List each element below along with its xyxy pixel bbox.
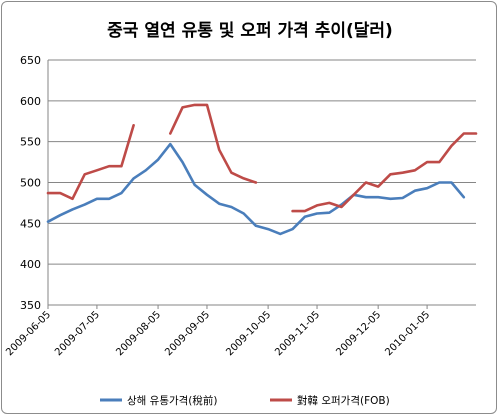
y-tick-label: 400 xyxy=(20,258,41,271)
axes xyxy=(47,60,476,306)
x-tick-label: 2009-11-05 xyxy=(273,309,322,358)
legend-label-2: 對韓 오퍼가격(FOB) xyxy=(297,394,390,407)
y-tick-label: 550 xyxy=(20,136,41,149)
y-tick-label: 600 xyxy=(20,95,41,108)
x-tick-label: 2009-08-05 xyxy=(114,309,163,358)
y-tick-label: 650 xyxy=(20,54,41,67)
y-tick-label: 500 xyxy=(20,177,41,190)
chart-title: 중국 열연 유통 및 오퍼 가격 추이(달러) xyxy=(107,20,393,41)
series-line-1 xyxy=(46,142,466,236)
x-tick-label: 2009-12-05 xyxy=(334,309,383,358)
gridlines xyxy=(48,59,476,265)
series-line-2 xyxy=(46,103,478,213)
x-tick-label: 2009-09-05 xyxy=(163,309,212,358)
legend-label-1: 상해 유통가격(稅前) xyxy=(127,394,218,407)
x-axis-ticks: 2009-06-05 2009-07-05 2009-08-05 2009-09-05… xyxy=(4,305,432,358)
y-tick-label: 350 xyxy=(20,299,41,312)
x-tick-label: 2009-06-05 xyxy=(4,309,53,358)
series-lines xyxy=(46,103,478,236)
x-tick-label: 2009-10-05 xyxy=(224,309,273,358)
legend: 상해 유통가격(稅前) 對韓 오퍼가격(FOB) xyxy=(100,394,390,407)
y-tick-label: 450 xyxy=(20,217,41,230)
x-tick-label: 2010-01-05 xyxy=(383,309,432,358)
y-axis-ticks: 350 400 450 500 550 600 650 xyxy=(20,54,41,312)
x-tick-label: 2009-07-05 xyxy=(53,309,102,358)
